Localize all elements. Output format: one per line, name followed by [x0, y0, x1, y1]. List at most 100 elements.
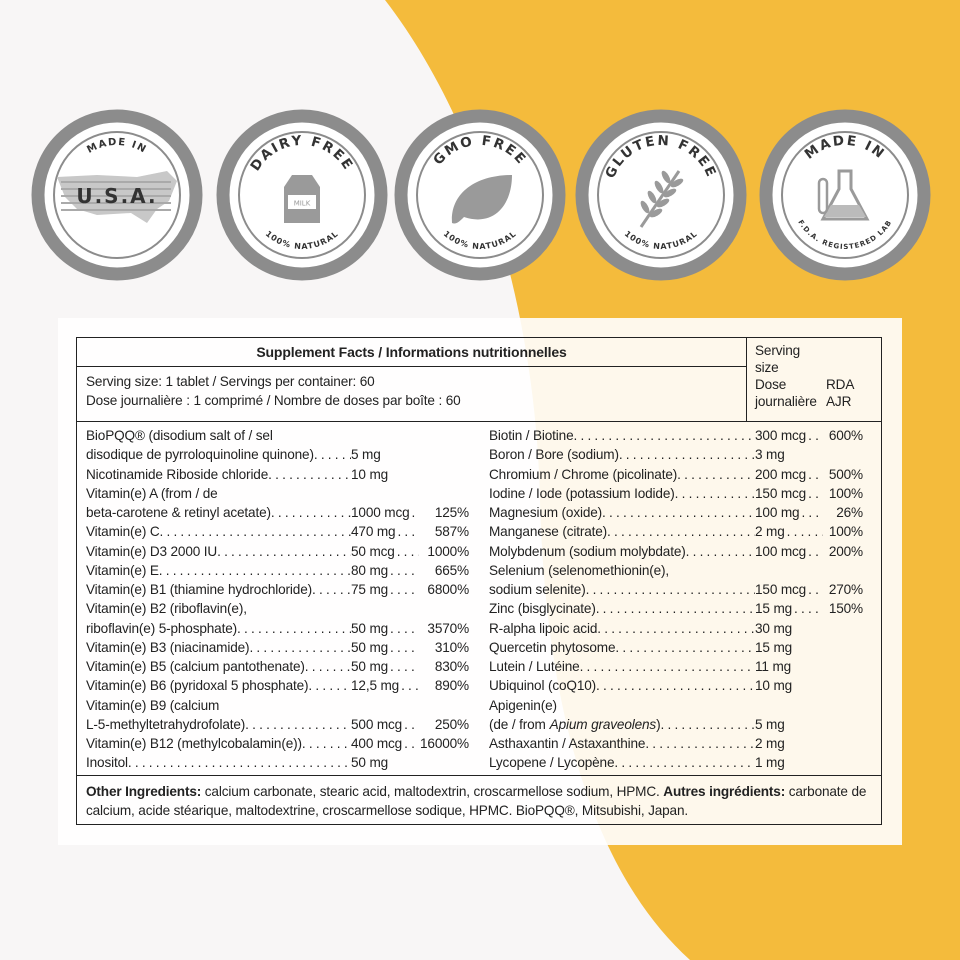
tube: [817, 177, 829, 215]
amount: 1 mg: [755, 755, 785, 771]
wheat-stem: [639, 170, 681, 228]
leader: [404, 715, 419, 734]
map-stripe: [61, 181, 171, 183]
map-stripe: [61, 188, 171, 190]
row: R-alpha lipoic acid 30 mg: [489, 619, 863, 638]
leader: [801, 503, 823, 522]
row: Zinc (bisglycinate) 15 mg 150%: [489, 599, 863, 618]
amount-cell: 12,5 mg: [351, 676, 419, 695]
map-stripe: [61, 202, 171, 204]
daily-value: 587%: [434, 524, 469, 540]
row: Vitamin(e) B9 (calcium: [86, 696, 469, 715]
amount: 5 mg: [351, 447, 381, 463]
daily-value: 150%: [828, 601, 863, 617]
ingredient-name: riboflavin(e) 5-phosphate): [86, 620, 238, 636]
row: beta-carotene & retinyl acetate) 1000 mcg…: [86, 503, 469, 522]
leader: [160, 522, 352, 541]
serving-info: Serving size: 1 tablet / Servings per co…: [86, 372, 461, 410]
daily-value: 1000%: [427, 543, 469, 559]
leader: [574, 426, 756, 445]
leader: [607, 522, 755, 541]
spacer: [419, 753, 469, 772]
leader: [677, 465, 755, 484]
leader: [645, 734, 755, 753]
col-ajr: AJR: [826, 394, 852, 409]
ingredient-name: Molybdenum (sodium molybdate): [489, 543, 686, 559]
amount-cell: 50 mg: [351, 753, 419, 772]
amount: 150 mcg: [755, 485, 807, 501]
ingredient-name: beta-carotene & retinyl acetate): [86, 505, 271, 520]
supplement-table: Supplement Facts / Informations nutritio…: [76, 337, 882, 825]
leader: [808, 580, 823, 599]
amount-cell: 2 mg: [755, 522, 823, 541]
rule: [77, 366, 746, 367]
leader: [597, 619, 755, 638]
row: Lycopene / Lycopène 1 mg: [489, 753, 863, 772]
row: Vitamin(e) B12 (methylcobalamin(e)) 400 m…: [86, 734, 469, 753]
leader: [217, 542, 351, 561]
amount: 5 mg: [755, 716, 785, 732]
ingredient-name: Chromium / Chrome (picolinate): [489, 466, 678, 482]
ingredient-name: Vitamin(e) B5 (calcium pantothenate): [86, 659, 305, 674]
leader: [660, 715, 755, 734]
amount: 500 mcg: [351, 716, 403, 732]
amount: 12,5 mg: [351, 678, 400, 694]
daily-value: 6800%: [427, 582, 469, 597]
ingredient-name: Vitamin(e) B12 (methylcobalamin(e)): [86, 736, 302, 751]
leader: [390, 657, 419, 676]
amount: 15 mg: [755, 601, 793, 617]
amount-cell: 50 mg: [351, 638, 419, 657]
leader: [615, 638, 755, 657]
row: Vitamin(e) C 470 mg 587%: [86, 522, 469, 541]
map-stripe: [61, 195, 171, 197]
amount: 30 mg: [755, 620, 793, 636]
other-text: calcium carbonate, stearic acid, maltode…: [204, 784, 660, 799]
leader: [602, 503, 755, 522]
ingredient-name: Vitamin(e) D3 2000 IU: [86, 543, 218, 559]
leader: [580, 657, 755, 676]
ingredient-name: Apigenin(e): [489, 697, 557, 713]
amount: 50 mcg: [351, 543, 395, 559]
right-column: Biotin / Biotine 300 mcg 600% Boron / Bore …: [489, 426, 863, 773]
leader: [249, 638, 351, 657]
row: Vitamin(e) B3 (niacinamide) 50 mg 310%: [86, 638, 469, 657]
amount-cell: 10 mg: [351, 465, 419, 484]
amount: 11 mg: [755, 659, 792, 674]
leader: [404, 734, 419, 753]
amount-cell: 11 mg: [755, 657, 823, 676]
badge-inner-ring: [238, 131, 366, 259]
rule: [77, 775, 881, 776]
daily-value: 830%: [434, 659, 469, 674]
ingredient-name: BioPQQ® (disodium salt of / sel: [86, 428, 273, 443]
leader: [808, 484, 823, 503]
ingredient-name: Inositol: [86, 755, 128, 771]
serving-line: Serving size: 1 tablet / Servings per co…: [86, 374, 375, 389]
row: Lutein / Lutéine 11 mg: [489, 657, 863, 676]
daily-value: 310%: [434, 639, 469, 655]
row: Magnesium (oxide) 100 mg 26%: [489, 503, 863, 522]
leader: [308, 676, 351, 695]
leader: [794, 599, 823, 618]
wheat-grain: [661, 170, 671, 184]
leader: [390, 619, 419, 638]
leader: [686, 542, 755, 561]
left-column: BioPQQ® (disodium salt of / sel disodique…: [86, 426, 469, 773]
leader: [675, 484, 755, 503]
ingredient-name: Vitamin(e) B1 (thiamine hydrochloride): [86, 582, 312, 597]
ingredient-name: Vitamin(e) A (from / de: [86, 485, 218, 501]
amount: 200 mcg: [755, 466, 807, 482]
wheat-grain: [656, 198, 670, 208]
amount-cell: 10 mg: [755, 676, 823, 695]
amount: 1000 mcg: [351, 505, 410, 520]
row: Vitamin(e) B5 (calcium pantothenate) 50 m…: [86, 657, 469, 676]
ingredient-name: Lutein / Lutéine: [489, 659, 580, 674]
amount: 15 mg: [755, 639, 793, 655]
amount-cell: 150 mcg: [755, 484, 823, 503]
rule: [77, 421, 881, 422]
row: Nicotinamide Riboside chloride 10 mg: [86, 465, 469, 484]
leader: [390, 638, 419, 657]
amount: 50 mg: [351, 659, 389, 674]
row: Selenium (selenomethionin(e),: [489, 561, 863, 580]
amount-cell: 80 mg: [351, 561, 419, 580]
